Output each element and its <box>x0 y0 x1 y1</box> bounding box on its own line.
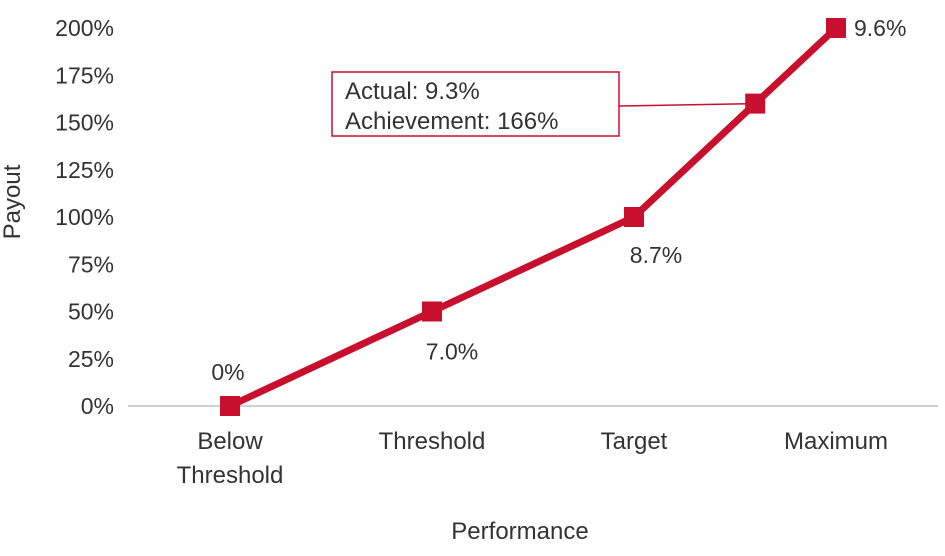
data-label: 9.6% <box>854 15 906 41</box>
y-tick-label: 125% <box>55 157 114 183</box>
callout-connector <box>618 102 756 107</box>
series-marker <box>826 18 846 38</box>
y-axis-ticks: 0% 25% 50% 75% 100% 125% 150% 175% 200% <box>55 15 114 419</box>
y-tick-label: 100% <box>55 204 114 230</box>
series-marker <box>624 207 644 227</box>
data-label: 7.0% <box>426 339 478 365</box>
callout-line: Achievement: 166% <box>345 108 558 135</box>
y-tick-label: 25% <box>68 346 114 372</box>
data-label: 0% <box>211 359 244 385</box>
series-markers <box>220 18 846 416</box>
y-axis-title: Payout <box>0 164 26 239</box>
data-label: 8.7% <box>630 242 682 268</box>
x-category-label: Maximum <box>784 428 888 455</box>
series-marker <box>745 93 766 114</box>
y-tick-label: 0% <box>81 393 114 419</box>
x-axis-categories: Below Threshold Threshold Target Maximum <box>177 428 888 489</box>
series-marker <box>422 301 442 322</box>
y-tick-label: 75% <box>68 251 114 277</box>
series-marker <box>220 396 240 416</box>
y-tick-label: 150% <box>55 110 114 136</box>
achievement-callout: Actual: 9.3% Achievement: 166% <box>331 71 756 137</box>
x-category-label: Threshold <box>379 428 486 455</box>
x-category-label: Target <box>601 428 668 455</box>
callout-box <box>331 71 620 137</box>
callout-line: Actual: 9.3% <box>345 78 480 105</box>
y-tick-label: 175% <box>55 62 114 88</box>
data-labels: 0% 7.0% 8.7% 9.6% <box>211 15 906 385</box>
y-tick-label: 200% <box>55 15 114 41</box>
x-category-label: Below Threshold <box>177 428 284 489</box>
x-axis-title: Performance <box>451 518 588 545</box>
y-tick-label: 50% <box>68 299 114 325</box>
